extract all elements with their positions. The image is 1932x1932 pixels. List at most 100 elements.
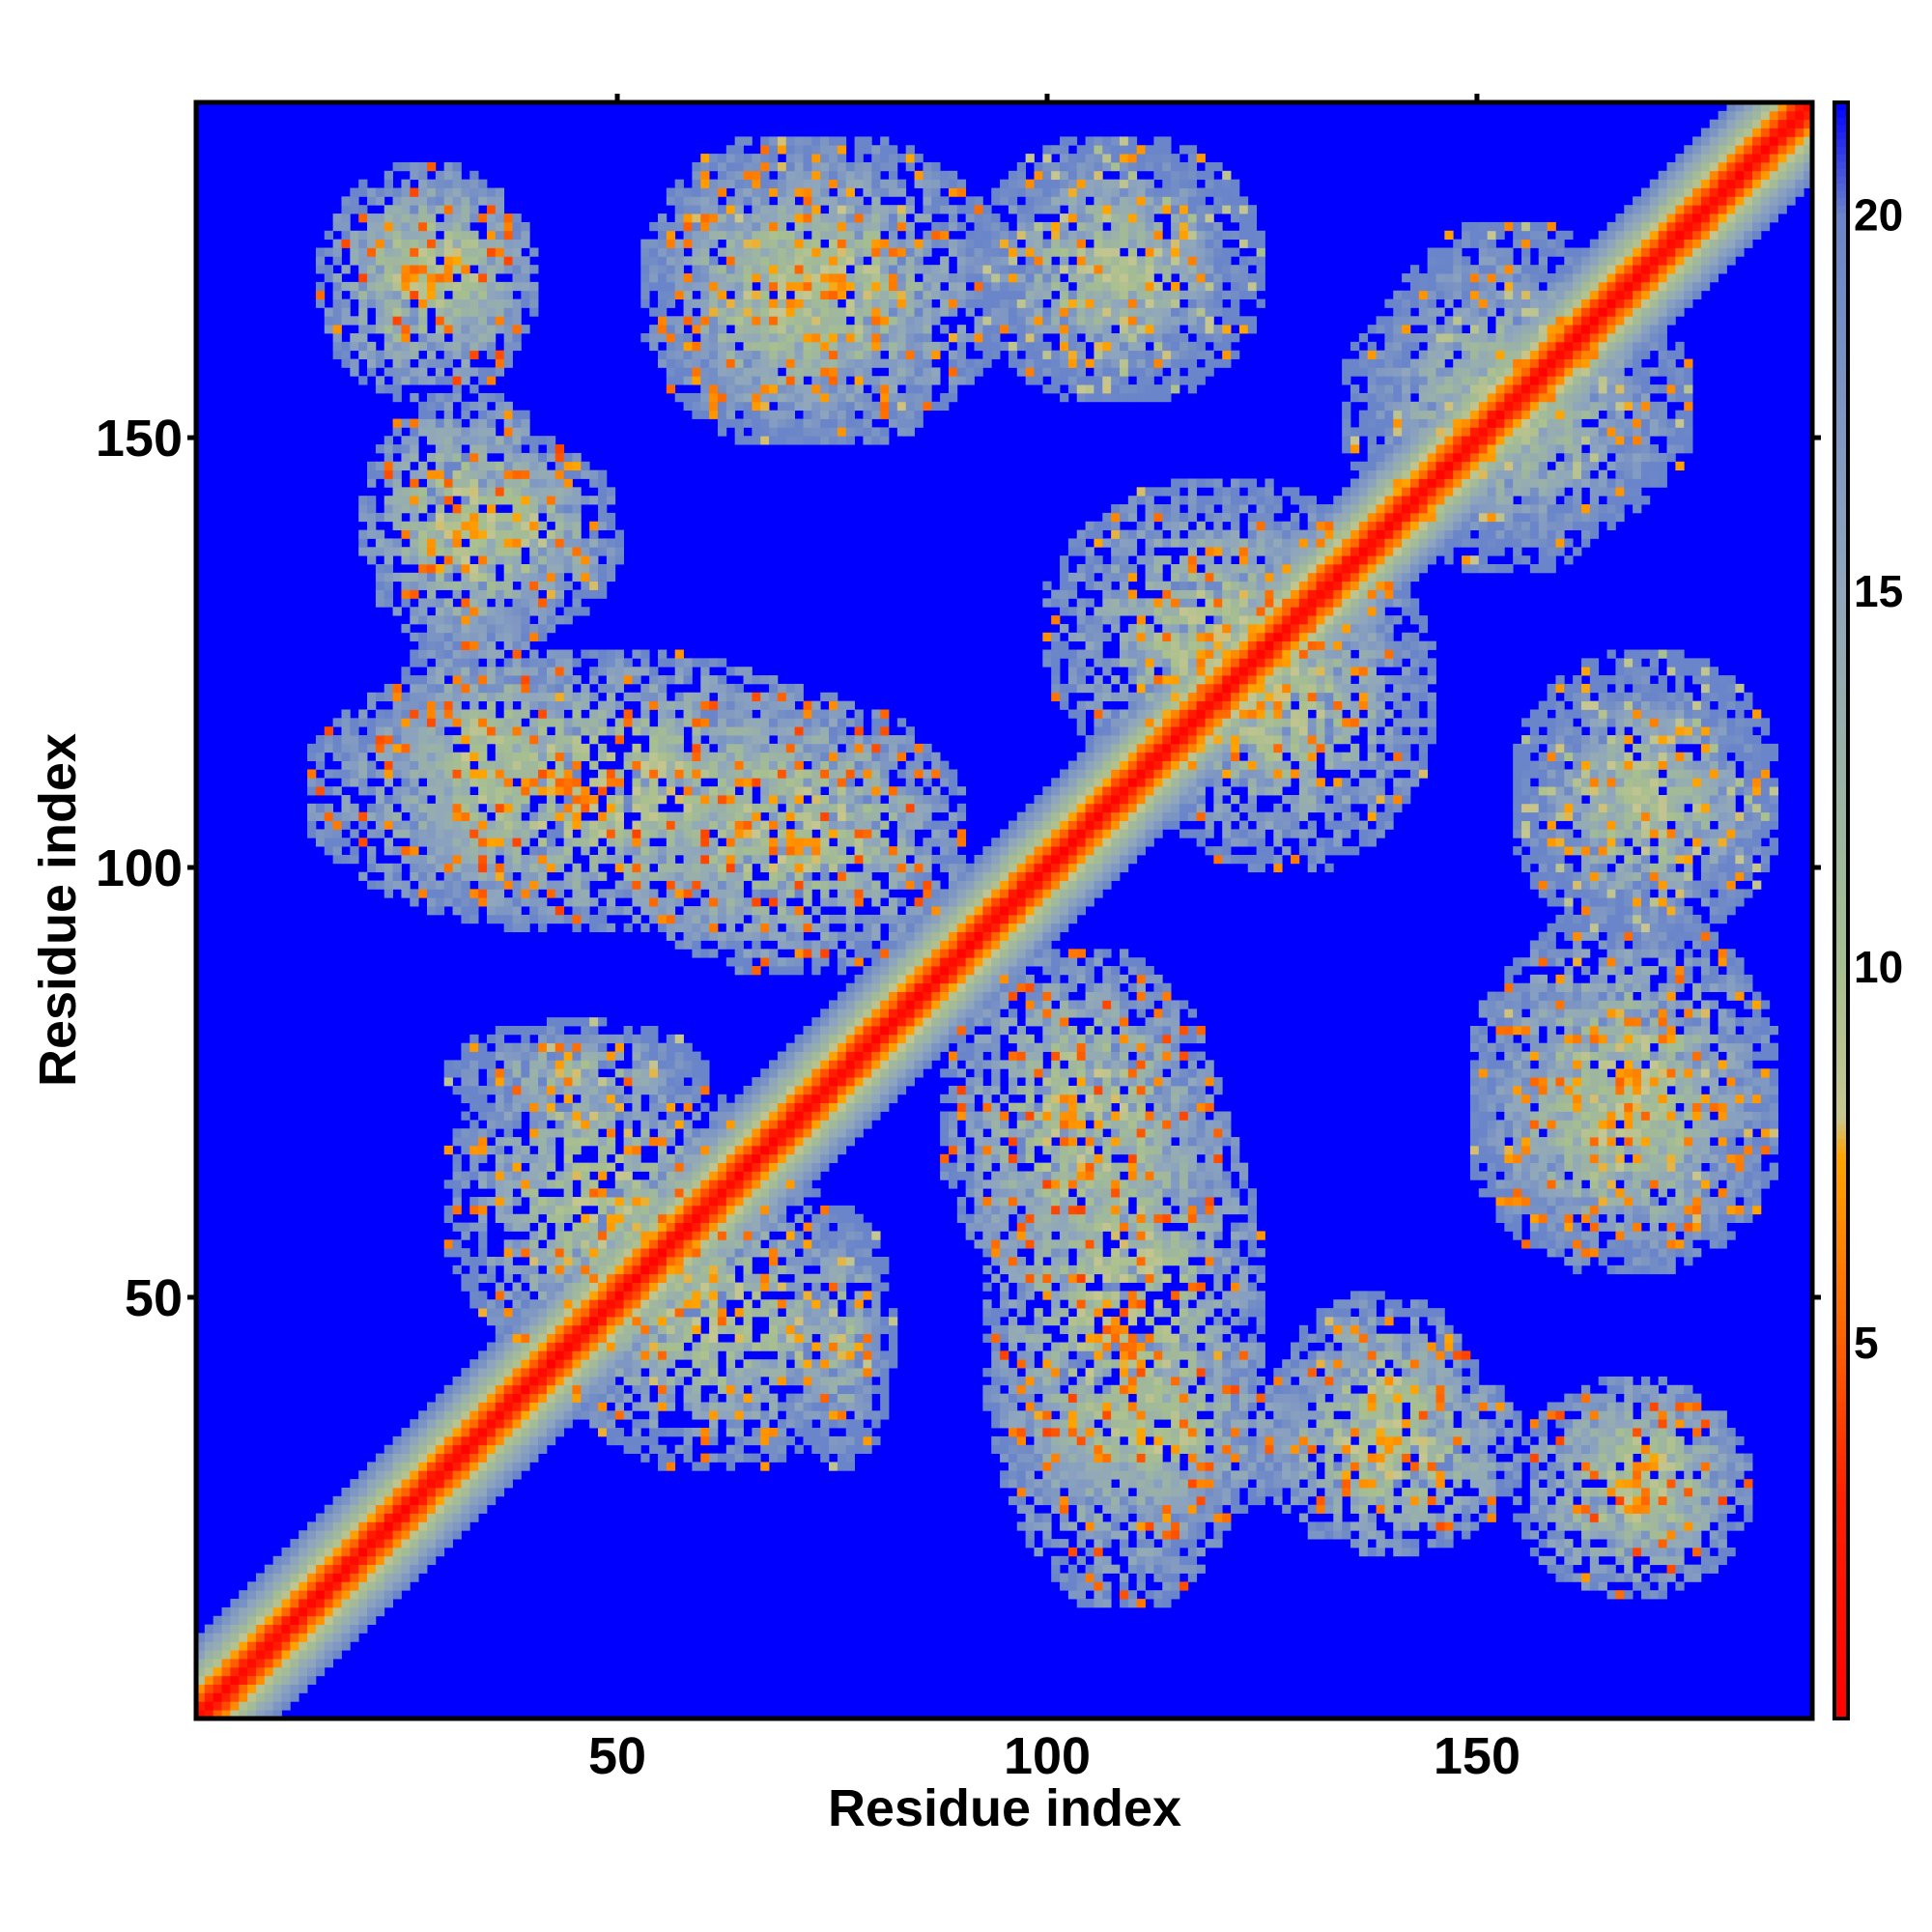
- heatmap-cell: [495, 265, 505, 274]
- heatmap-cell: [674, 863, 684, 873]
- heatmap-cell: [752, 179, 761, 188]
- heatmap-cell: [410, 1435, 419, 1446]
- heatmap-cell: [290, 1606, 299, 1617]
- heatmap-cell: [606, 811, 616, 821]
- heatmap-cell: [752, 221, 761, 232]
- heatmap-cell: [332, 281, 342, 292]
- heatmap-cell: [760, 1248, 770, 1258]
- heatmap-cell: [529, 1026, 539, 1036]
- heatmap-cell: [734, 1222, 744, 1232]
- heatmap-cell: [358, 1573, 368, 1582]
- heatmap-cell: [640, 1273, 650, 1283]
- heatmap-cell: [418, 700, 428, 710]
- heatmap-cell: [392, 1521, 402, 1531]
- heatmap-cell: [674, 1094, 684, 1104]
- heatmap-cell: [640, 667, 650, 676]
- heatmap-cell: [606, 1205, 616, 1215]
- heatmap-cell: [495, 667, 505, 676]
- heatmap-cell: [495, 803, 505, 813]
- heatmap-cell: [538, 1102, 548, 1112]
- heatmap-cell: [452, 1384, 462, 1395]
- heatmap-cell: [658, 1094, 668, 1104]
- heatmap-cell: [554, 760, 565, 770]
- heatmap-cell: [683, 718, 693, 727]
- heatmap-cell: [623, 906, 633, 916]
- heatmap-cell: [384, 1495, 393, 1506]
- heatmap-cell: [614, 1291, 624, 1300]
- heatmap-cell: [452, 1495, 462, 1506]
- heatmap-cell: [623, 1282, 633, 1292]
- heatmap-cell: [572, 538, 582, 548]
- heatmap-cell: [769, 316, 779, 326]
- heatmap-cell: [734, 1453, 744, 1463]
- heatmap-cell: [734, 221, 744, 232]
- heatmap-cell: [384, 1599, 393, 1608]
- heatmap-cell: [581, 547, 590, 556]
- heatmap-cell: [683, 769, 693, 779]
- heatmap-cell: [614, 538, 624, 548]
- heatmap-cell: [692, 829, 701, 838]
- heatmap-cell: [572, 760, 582, 770]
- heatmap-cell: [683, 846, 693, 856]
- heatmap-cell: [512, 1384, 522, 1395]
- heatmap-cell: [683, 316, 693, 326]
- heatmap-cell: [760, 161, 770, 172]
- heatmap-cell: [606, 709, 616, 719]
- heatmap-cell: [606, 1410, 616, 1420]
- heatmap-cell: [478, 1368, 488, 1378]
- heatmap-cell: [640, 1179, 650, 1189]
- heatmap-cell: [717, 1102, 727, 1112]
- heatmap-cell: [495, 1350, 505, 1360]
- heatmap-cell: [700, 1231, 710, 1240]
- heatmap-cell: [478, 273, 488, 283]
- heatmap-cell: [598, 752, 608, 761]
- heatmap-cell: [572, 692, 582, 702]
- heatmap-cell: [281, 1573, 291, 1582]
- heatmap-cell: [452, 1197, 462, 1207]
- heatmap-cell: [589, 1111, 599, 1121]
- heatmap-cell: [392, 607, 402, 616]
- heatmap-cell: [418, 213, 428, 223]
- heatmap-cell: [674, 367, 684, 377]
- heatmap-cell: [709, 1393, 719, 1403]
- heatmap-cell: [213, 1710, 222, 1719]
- heatmap-cell: [743, 803, 753, 813]
- heatmap-cell: [563, 1153, 573, 1164]
- heatmap-cell: [392, 1539, 402, 1548]
- heatmap-cell: [332, 1539, 342, 1548]
- heatmap-cell: [717, 367, 727, 377]
- heatmap-cell: [563, 871, 573, 881]
- heatmap-cell: [743, 829, 753, 838]
- heatmap-cell: [384, 496, 393, 505]
- heatmap-cell: [384, 547, 393, 556]
- heatmap-cell: [367, 1504, 377, 1514]
- heatmap-cell: [443, 1462, 453, 1471]
- heatmap-cell: [563, 1188, 573, 1198]
- heatmap-cell: [495, 281, 505, 292]
- heatmap-cell: [358, 752, 368, 761]
- heatmap-cell: [683, 1051, 693, 1061]
- heatmap-cell: [239, 1615, 248, 1626]
- heatmap-cell: [658, 811, 668, 821]
- heatmap-cell: [443, 846, 453, 856]
- heatmap-cell: [418, 161, 428, 172]
- heatmap-cell: [418, 760, 428, 770]
- heatmap-cell: [443, 803, 453, 813]
- heatmap-cell: [572, 487, 582, 497]
- heatmap-cell: [495, 735, 505, 745]
- heatmap-cell: [760, 316, 770, 326]
- heatmap-cell: [529, 555, 539, 565]
- heatmap-cell: [743, 838, 753, 847]
- heatmap-cell: [666, 1257, 676, 1266]
- heatmap-cell: [666, 1453, 676, 1463]
- heatmap-cell: [298, 1581, 308, 1591]
- heatmap-cell: [503, 298, 513, 308]
- heatmap-cell: [700, 871, 710, 881]
- heatmap-cell: [486, 1359, 497, 1369]
- heatmap-cell: [503, 863, 513, 873]
- heatmap-cell: [486, 667, 497, 676]
- heatmap-cell: [589, 829, 599, 838]
- heatmap-cell: [632, 1188, 641, 1198]
- heatmap-cell: [221, 1615, 231, 1626]
- heatmap-cell: [204, 1659, 214, 1668]
